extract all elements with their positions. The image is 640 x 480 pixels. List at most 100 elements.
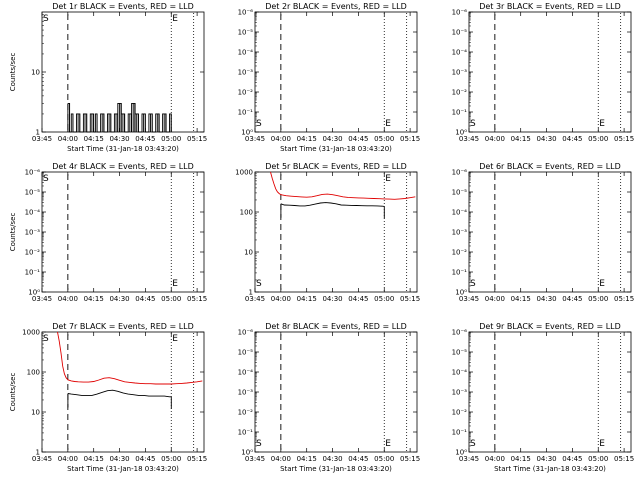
plot-frame [254,331,418,453]
y-tick-label: 10⁻⁴ [452,369,468,377]
chart-title: Det 8r BLACK = Events, RED = LLD [265,322,407,331]
chart-title: Det 6r BLACK = Events, RED = LLD [479,162,621,171]
x-tick-label: 03:45 [459,135,479,143]
y-tick-label: 10⁰ [455,129,467,137]
y-tick-label: 10⁻⁵ [452,29,468,37]
x-tick-label: 04:30 [322,295,342,303]
y-tick-label: 10⁻¹ [452,429,468,437]
y-tick-label: 10⁻⁶ [452,329,468,337]
y-tick-label: 10⁻⁶ [452,169,468,177]
start-marker: S [470,439,476,449]
x-tick-label: 04:00 [58,295,78,303]
y-tick-label: 100 [240,209,253,217]
y-tick-label: 10⁻² [452,249,468,257]
x-tick-label: 04:30 [322,455,342,463]
end-marker: E [385,174,391,184]
x-tick-label: 04:45 [135,135,155,143]
plot-frame [41,171,205,293]
chart-panel-9: Det 9r BLACK = Events, RED = LLD Start Ti… [452,322,635,473]
y-tick-label: 10⁰ [28,289,40,297]
x-tick-label: 05:00 [374,135,394,143]
y-tick-label: 10⁻³ [238,69,254,77]
x-tick-label: 05:15 [187,295,207,303]
plot-frame [41,331,205,453]
start-marker: S [43,174,49,184]
x-tick-label: 05:00 [161,135,181,143]
lld-series-line [270,171,416,200]
x-tick-label: 04:45 [135,295,155,303]
start-marker: S [256,279,262,289]
x-tick-label: 04:15 [297,455,317,463]
x-tick-label: 05:00 [374,295,394,303]
chart-panel-8: Det 8r BLACK = Events, RED = LLD Start Ti… [238,322,421,473]
x-tick-label: 05:00 [588,135,608,143]
y-tick-label: 10⁻¹ [238,109,254,117]
y-tick-label: 10⁻⁶ [452,9,468,17]
x-tick-label: 04:00 [58,135,78,143]
x-tick-label: 04:45 [348,295,368,303]
y-tick-label: 10⁻⁴ [238,369,254,377]
y-tick-label: 10 [31,69,40,77]
x-tick-label: 03:45 [459,295,479,303]
x-tick-label: 04:15 [84,455,104,463]
x-tick-label: 04:15 [84,295,104,303]
y-tick-label: 1 [36,129,40,137]
x-tick-label: 05:15 [400,455,420,463]
x-tick-label: 03:45 [32,295,52,303]
x-tick-label: 04:00 [271,455,291,463]
plot-frame [468,11,632,133]
y-tick-label: 10⁻³ [452,229,468,237]
y-tick-label: 100 [27,369,40,377]
x-tick-label: 05:15 [614,295,634,303]
y-tick-label: 10⁻² [238,409,254,417]
chart-panel-3: Det 3r BLACK = Events, RED = LLD 03:45 04:… [452,2,635,143]
start-marker: S [256,439,262,449]
y-tick-label: 10⁻⁴ [452,209,468,217]
y-tick-label: 10⁰ [455,289,467,297]
x-tick-label: 04:30 [109,135,129,143]
x-tick-label: 04:00 [485,455,505,463]
x-tick-label: 04:45 [562,135,582,143]
x-tick-label: 05:15 [614,455,634,463]
y-tick-label: 10⁻⁶ [238,329,254,337]
x-tick-label: 04:30 [536,295,556,303]
start-marker: S [43,334,49,344]
chart-title: Det 2r BLACK = Events, RED = LLD [265,2,407,11]
y-tick-label: 10⁰ [241,129,253,137]
x-axis-title: Start Time (31-Jan-18 03:43:20) [280,145,392,153]
lld-series-line [57,331,203,385]
chart-panel-5: Det 5r BLACK = Events, RED = LLD 03:45 04:… [235,162,420,303]
x-tick-label: 04:15 [297,295,317,303]
chart-panel-4: Det 4r BLACK = Events, RED = LLD Counts/s… [9,162,207,303]
chart-panel-1: Det 1r BLACK = Events, RED = LLD Counts/s… [9,2,207,153]
chart-title: Det 4r BLACK = Events, RED = LLD [52,162,194,171]
y-tick-label: 10 [244,249,253,257]
x-tick-label: 04:45 [562,455,582,463]
end-marker: E [599,439,605,449]
events-series-line [67,389,172,409]
y-tick-label: 10⁻² [452,409,468,417]
x-axis-title: Start Time (31-Jan-18 03:43:20) [494,465,606,473]
y-axis-title: Counts/sec [9,373,17,412]
y-tick-label: 1 [249,289,253,297]
x-tick-label: 03:45 [32,455,52,463]
y-tick-label: 10⁻³ [452,69,468,77]
y-tick-label: 10⁻² [452,89,468,97]
y-tick-label: 10⁻⁴ [452,49,468,57]
x-tick-label: 04:00 [271,135,291,143]
x-tick-label: 04:15 [511,455,531,463]
y-tick-label: 10 [31,409,40,417]
y-tick-label: 10⁻⁵ [452,189,468,197]
x-tick-label: 03:45 [245,455,265,463]
events-series-line [67,102,172,133]
x-tick-label: 04:15 [297,135,317,143]
x-tick-label: 05:00 [374,455,394,463]
y-tick-label: 10⁻⁵ [238,29,254,37]
x-tick-label: 04:45 [348,135,368,143]
x-tick-label: 03:45 [32,135,52,143]
x-tick-label: 05:00 [161,455,181,463]
plot-frame [468,171,632,293]
x-axis-title: Start Time (31-Jan-18 03:43:20) [280,465,392,473]
x-tick-label: 04:45 [562,295,582,303]
